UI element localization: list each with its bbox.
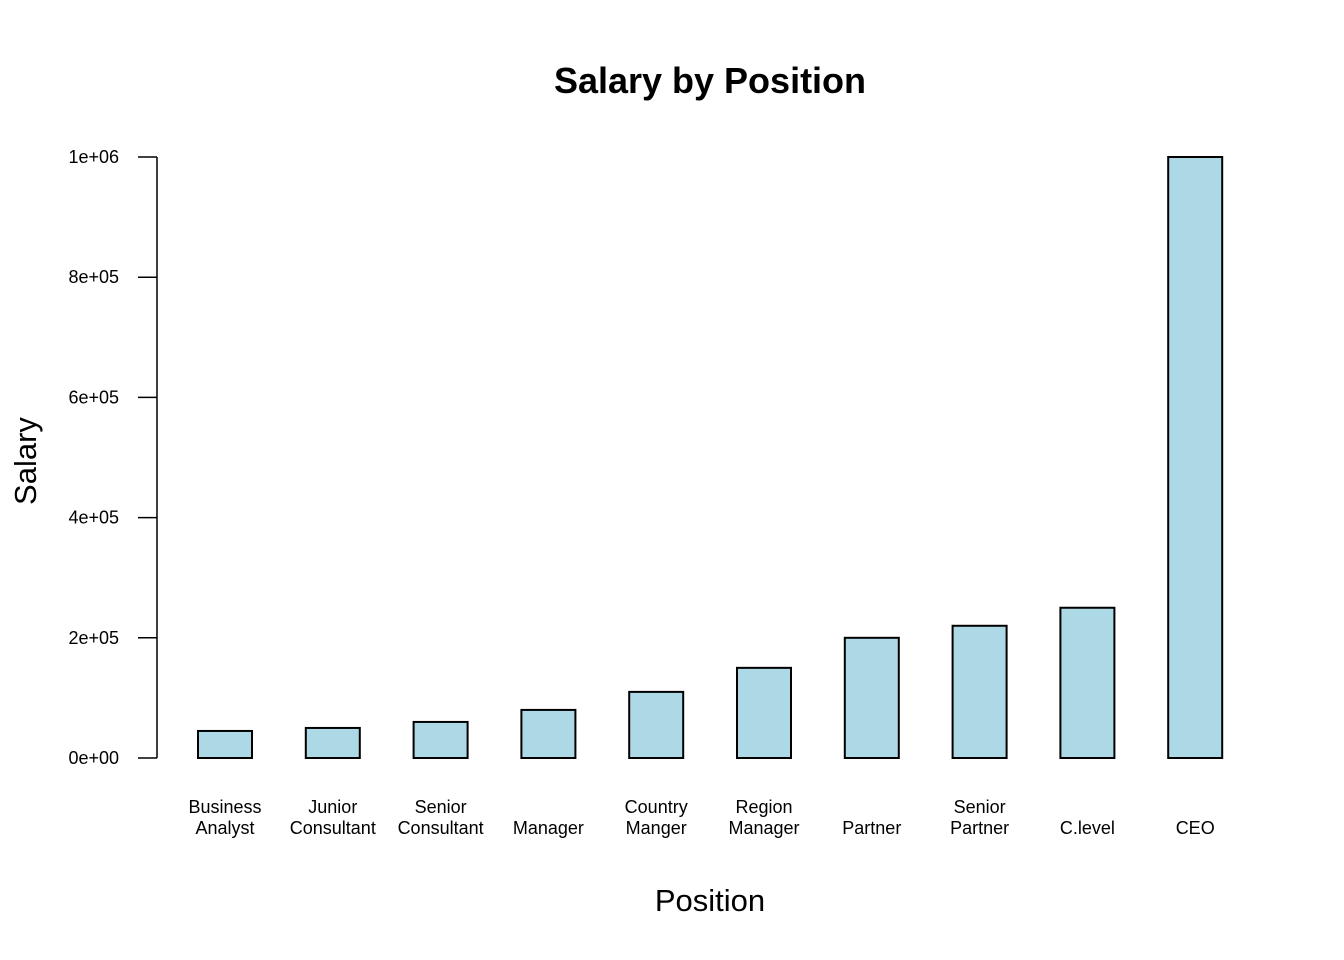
x-category-label: C.level — [1060, 818, 1115, 838]
bars-group — [197, 156, 1224, 760]
x-axis-title: Position — [655, 883, 765, 918]
x-category-label: Junior Consultant — [290, 797, 376, 838]
x-axis-labels: Business Analyst Junior Consultant Senior Con… — [188, 797, 1214, 838]
bar — [1059, 606, 1116, 759]
x-category-label: CEO — [1176, 818, 1215, 838]
y-tick-label: 1e+06 — [68, 147, 119, 167]
x-category-label: Senior Consultant — [398, 797, 484, 838]
x-category-label: Partner — [842, 818, 901, 838]
bar — [843, 636, 900, 759]
y-tick-label: 2e+05 — [68, 628, 119, 648]
bar — [304, 726, 361, 760]
bar — [197, 729, 253, 760]
y-tick-label: 8e+05 — [68, 267, 119, 287]
x-category-label: Region Manager — [728, 797, 799, 838]
x-category-label: Country Manger — [625, 797, 688, 838]
chart-title: Salary by Position — [554, 60, 866, 101]
y-axis-title: Salary — [8, 417, 43, 505]
bar — [412, 720, 469, 760]
y-tick-label: 4e+05 — [68, 508, 119, 528]
bar — [520, 708, 577, 759]
x-category-label: Business Analyst — [188, 797, 261, 838]
bar — [951, 624, 1008, 760]
y-tick-label: 6e+05 — [68, 387, 119, 407]
y-axis: 0e+00 2e+05 4e+05 6e+05 8e+05 1e+06 — [68, 147, 158, 768]
x-category-label: Senior Partner — [950, 797, 1009, 838]
bar — [628, 690, 685, 760]
bar — [1167, 156, 1224, 759]
x-category-label: Manager — [513, 818, 584, 838]
bar — [736, 666, 792, 759]
y-tick-label: 0e+00 — [68, 748, 119, 768]
